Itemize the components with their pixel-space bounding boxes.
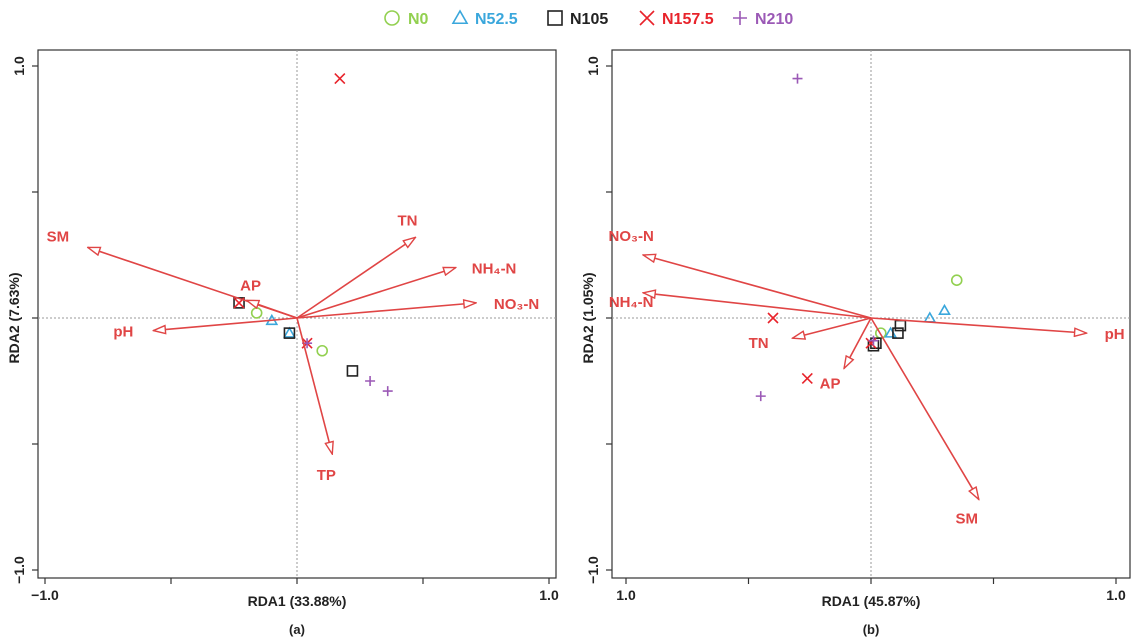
- vector-arrow-ph: [870, 317, 1087, 333]
- vector-arrow-ap: [247, 299, 298, 319]
- legend-label: N0: [408, 11, 429, 28]
- legend-item-n0: N0: [384, 10, 429, 28]
- vector-arrow-nh4-n: [296, 268, 456, 319]
- legend: N0 N52.5 N105 N157.5 N210: [384, 9, 793, 28]
- env-vectors: SM AP pH TN NH₄-N NO₃-N TP: [47, 212, 540, 484]
- vector-label-ph: pH: [113, 324, 133, 341]
- legend-marker-plus: [733, 11, 747, 25]
- vector-label-ap: AP: [240, 277, 261, 294]
- sample-point-n52-5: [938, 303, 951, 315]
- vector-label-no3-n: NO₃-N: [609, 228, 654, 245]
- vector-label-ap: AP: [820, 375, 841, 392]
- vector-arrow-sm: [870, 317, 979, 499]
- legend-label: N105: [570, 11, 608, 28]
- env-vectors: NO₃-N NH₄-N TN AP pH SM: [609, 228, 1125, 527]
- sample-point-n210: [382, 386, 393, 397]
- legend-item-n210: N210: [733, 11, 793, 28]
- legend-marker-circle: [384, 10, 400, 26]
- vector-arrow-tp: [296, 317, 332, 454]
- vector-label-tp: TP: [317, 467, 336, 484]
- sample-point-n210: [365, 376, 376, 386]
- vector-label-nh4-n: NH₄-N: [609, 294, 654, 311]
- vector-arrow-ph: [153, 317, 298, 331]
- legend-label: N210: [755, 11, 793, 28]
- vector-arrow-nh4-n: [643, 293, 872, 319]
- vector-arrow-tn: [793, 317, 872, 338]
- vector-label-no3-n: NO₃-N: [494, 296, 539, 313]
- vector-arrow-no3-n: [643, 255, 872, 319]
- sample-point-n157-5: [865, 337, 877, 349]
- x-tick-label: 1.0: [539, 587, 559, 603]
- panel-label: (a): [289, 622, 305, 637]
- sample-point-n52-5: [884, 326, 897, 338]
- panel-a: −1.0 1.0 −1.0 1.0 RDA1 (33.88%) RDA2 (7.63%) (…: [6, 49, 559, 637]
- legend-marker-x: [639, 10, 655, 26]
- sample-point-n52-5: [923, 311, 937, 323]
- y-axis-title: RDA2 (7.63%): [6, 272, 22, 363]
- y-axis-title: RDA2 (1.05%): [580, 272, 596, 363]
- y-tick-label: −1.0: [11, 556, 27, 584]
- x-axis-title: RDA1 (45.87%): [822, 593, 921, 609]
- x-tick-label: −1.0: [31, 587, 59, 603]
- vector-arrow-ap: [844, 317, 872, 368]
- x-tick-label: 1.0: [616, 587, 636, 603]
- sample-point-n105: [283, 327, 296, 339]
- sample-point-n52-5: [283, 326, 296, 338]
- vector-label-ph: pH: [1105, 326, 1125, 343]
- vector-label-sm: SM: [47, 228, 70, 245]
- sample-point-n0: [250, 307, 263, 319]
- x-tick-label: 1.0: [1106, 587, 1126, 603]
- vector-arrow-no3-n: [296, 303, 476, 319]
- sample-point-n210: [755, 391, 766, 402]
- sample-point-n210: [792, 73, 803, 84]
- sample-point-n157-5: [767, 312, 779, 324]
- vector-label-tn: TN: [749, 335, 769, 352]
- sample-point-n105: [870, 337, 882, 350]
- sample-point-n157-5: [334, 73, 346, 85]
- y-tick-label: −1.0: [585, 556, 601, 584]
- panel-b: 1.0 1.0 −1.0 1.0 RDA1 (45.87%) RDA2 (1.05%) (b…: [580, 49, 1131, 637]
- sample-points: [233, 73, 393, 397]
- sample-point-n210: [868, 335, 879, 346]
- legend-label: N52.5: [475, 11, 518, 28]
- vector-label-tn: TN: [397, 212, 417, 229]
- legend-item-n52-5: N52.5: [451, 9, 518, 28]
- legend-label: N157.5: [662, 11, 714, 28]
- vector-label-nh4-n: NH₄-N: [472, 261, 517, 278]
- sample-points: [755, 73, 963, 402]
- sample-point-n105: [346, 365, 359, 377]
- legend-marker-triangle: [451, 9, 469, 25]
- x-axis-title: RDA1 (33.88%): [248, 593, 347, 609]
- y-tick-label: 1.0: [11, 56, 27, 76]
- sample-point-n105: [892, 327, 904, 339]
- sample-point-n0: [950, 274, 963, 287]
- legend-item-n157-5: N157.5: [639, 10, 714, 28]
- sample-point-n0: [316, 344, 329, 357]
- panel-label: (b): [863, 622, 880, 637]
- sample-point-n105: [894, 319, 907, 332]
- vector-label-sm: SM: [956, 510, 979, 527]
- legend-item-n105: N105: [547, 10, 608, 28]
- legend-marker-square: [547, 10, 563, 26]
- sample-point-n157-5: [801, 372, 813, 385]
- vector-arrow-tn: [296, 237, 415, 319]
- y-tick-label: 1.0: [585, 56, 601, 76]
